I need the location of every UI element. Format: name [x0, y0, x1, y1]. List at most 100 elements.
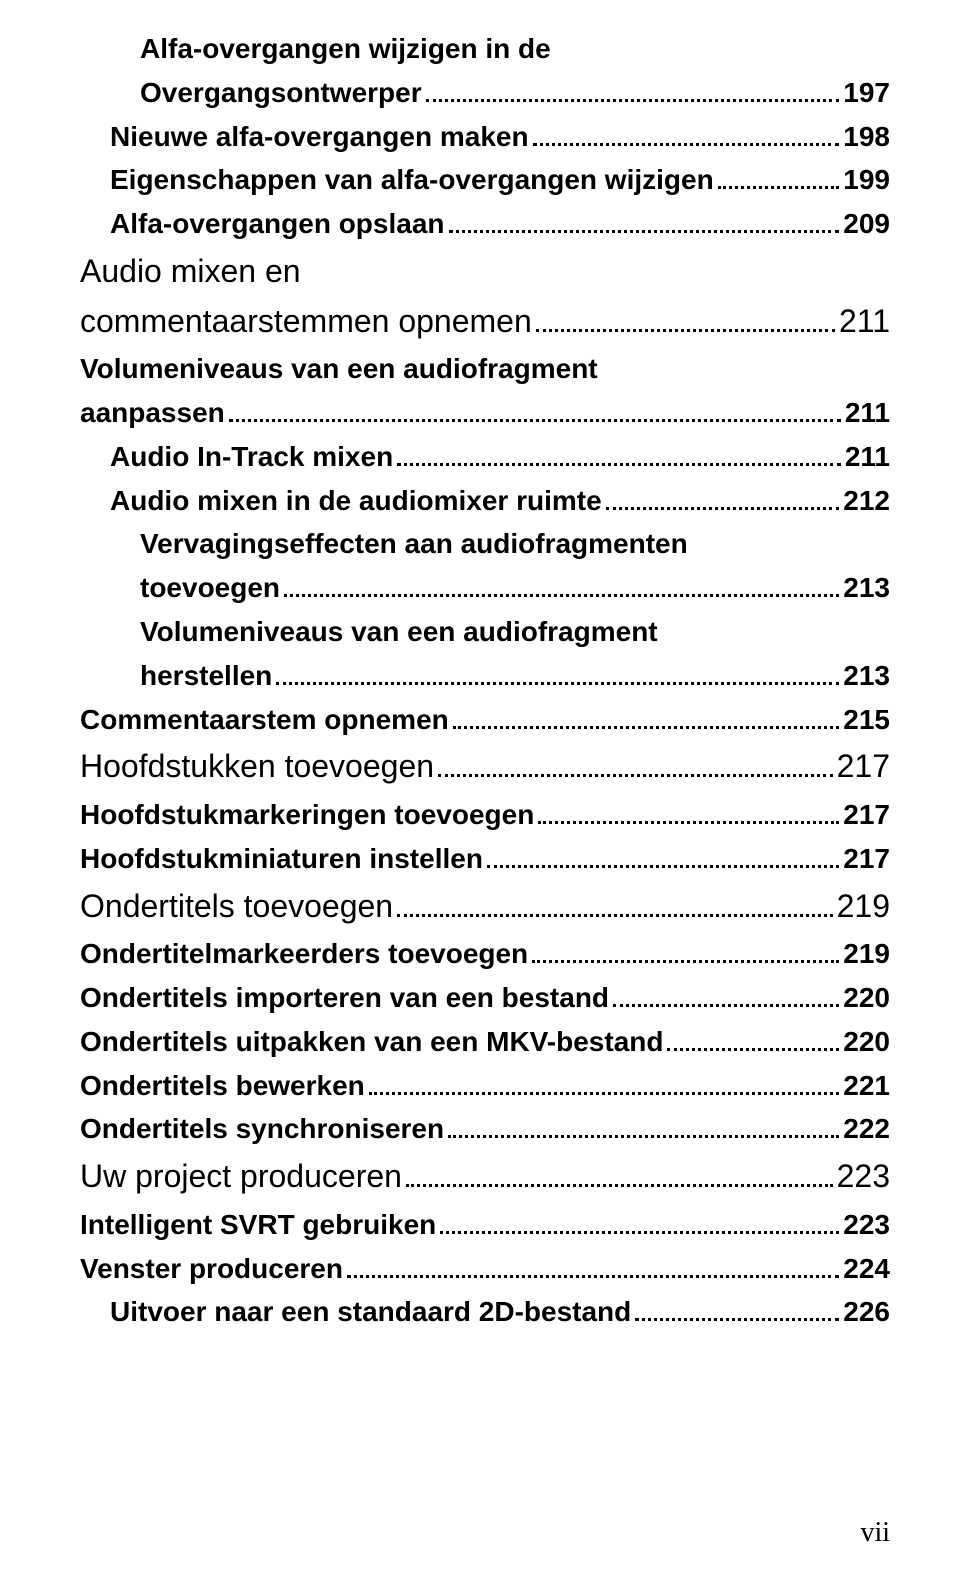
toc-leader — [276, 672, 839, 685]
toc-label: Uitvoer naar een standaard 2D-bestand — [110, 1293, 631, 1331]
toc-page: 223 — [837, 1156, 890, 1198]
toc-label: Alfa-overgangen opslaan — [110, 205, 445, 243]
toc-label: Ondertitels synchroniseren — [80, 1110, 444, 1148]
toc-label: Ondertitels uitpakken van een MKV-bestan… — [80, 1023, 663, 1061]
toc-label: Intelligent SVRT gebruiken — [80, 1206, 436, 1244]
toc-leader — [536, 319, 835, 332]
toc-page: 220 — [843, 1023, 890, 1061]
toc-page: 213 — [843, 569, 890, 607]
toc-page: 223 — [843, 1206, 890, 1244]
toc-entry: Audio In-Track mixen 211 — [80, 438, 890, 476]
toc-label: Hoofdstukmarkeringen toevoegen — [80, 796, 534, 834]
toc-label: Nieuwe alfa-overgangen maken — [110, 118, 529, 156]
toc-leader — [533, 133, 840, 146]
toc-entry: Alfa-overgangen wijzigen in de Overgangso… — [80, 30, 890, 112]
toc-label: aanpassen — [80, 394, 225, 432]
toc-label: Ondertitels toevoegen — [80, 886, 393, 928]
toc-label: Volumeniveaus van een audiofragment — [140, 613, 658, 651]
toc-label: Overgangsontwerper — [140, 74, 422, 112]
toc-label: Venster produceren — [80, 1250, 343, 1288]
toc-leader — [440, 1221, 839, 1234]
toc-label: Eigenschappen van alfa-overgangen wijzig… — [110, 161, 714, 199]
toc-entry: Volumeniveaus van een audiofragment herst… — [80, 613, 890, 695]
toc-leader — [347, 1265, 839, 1278]
toc-page: 199 — [843, 161, 890, 199]
toc-label: Commentaarstem opnemen — [80, 701, 449, 739]
toc-label: Ondertitelmarkeerders toevoegen — [80, 935, 528, 973]
toc-label: Audio mixen en — [80, 251, 301, 293]
toc-page: 222 — [843, 1110, 890, 1148]
toc-page: 217 — [843, 796, 890, 834]
toc-leader — [538, 811, 839, 824]
toc-leader — [284, 584, 839, 597]
toc-page: 198 — [843, 118, 890, 156]
toc-page: 211 — [845, 394, 890, 432]
toc-entry: Venster produceren 224 — [80, 1250, 890, 1288]
toc-label: toevoegen — [140, 569, 280, 607]
toc-entry: Audio mixen in de audiomixer ruimte 212 — [80, 482, 890, 520]
toc-label: Audio mixen in de audiomixer ruimte — [110, 482, 602, 520]
toc-leader — [397, 904, 833, 917]
toc-leader — [369, 1082, 840, 1095]
toc-label: Hoofdstukminiaturen instellen — [80, 840, 483, 878]
toc-leader — [667, 1038, 839, 1051]
toc-page: 224 — [843, 1250, 890, 1288]
toc-entry: Ondertitels toevoegen 219 — [80, 886, 890, 928]
toc-page: 217 — [837, 746, 890, 788]
toc-entry: Hoofdstukminiaturen instellen 217 — [80, 840, 890, 878]
toc-leader — [487, 855, 839, 868]
toc-label: Alfa-overgangen wijzigen in de — [140, 30, 551, 68]
toc-leader — [229, 409, 841, 422]
toc-page: 219 — [843, 935, 890, 973]
toc-page: 197 — [843, 74, 890, 112]
toc-page: 209 — [843, 205, 890, 243]
toc-entry: Audio mixen en commentaarstemmen opnemen 2… — [80, 251, 890, 342]
toc-leader — [406, 1174, 833, 1187]
toc-entry: Ondertitels bewerken 221 — [80, 1067, 890, 1105]
toc-leader — [438, 765, 833, 778]
toc-page: 215 — [843, 701, 890, 739]
toc-page: 221 — [843, 1067, 890, 1105]
toc-entry: Nieuwe alfa-overgangen maken 198 — [80, 118, 890, 156]
toc-label: Audio In-Track mixen — [110, 438, 393, 476]
toc-leader — [453, 716, 840, 729]
toc-label: Vervagingseffecten aan audiofragmenten — [140, 525, 688, 563]
toc-label: commentaarstemmen opnemen — [80, 301, 532, 343]
toc-entry: Commentaarstem opnemen 215 — [80, 701, 890, 739]
toc-leader — [426, 89, 840, 102]
toc-leader — [718, 177, 840, 190]
toc-page: 219 — [837, 886, 890, 928]
toc-leader — [397, 453, 841, 466]
toc-label: Volumeniveaus van een audiofragment — [80, 350, 598, 388]
toc-label: Ondertitels bewerken — [80, 1067, 365, 1105]
toc-leader — [449, 220, 840, 233]
toc-entry: Hoofdstukken toevoegen 217 — [80, 746, 890, 788]
toc-page: 212 — [843, 482, 890, 520]
toc-page: 217 — [843, 840, 890, 878]
toc-label: Hoofdstukken toevoegen — [80, 746, 434, 788]
toc-page: 211 — [845, 438, 890, 476]
toc-entry: Ondertitels uitpakken van een MKV-bestan… — [80, 1023, 890, 1061]
toc-entry: Hoofdstukmarkeringen toevoegen 217 — [80, 796, 890, 834]
toc-entry: Vervagingseffecten aan audiofragmenten to… — [80, 525, 890, 607]
toc-entry: Volumeniveaus van een audiofragment aanpa… — [80, 350, 890, 432]
toc-entry: Uw project produceren 223 — [80, 1156, 890, 1198]
toc-page: 213 — [843, 657, 890, 695]
toc-leader — [635, 1309, 839, 1322]
toc-leader — [606, 497, 840, 510]
toc-entry: Uitvoer naar een standaard 2D-bestand 226 — [80, 1293, 890, 1331]
toc-leader — [532, 950, 839, 963]
toc-page: 226 — [843, 1293, 890, 1331]
toc-entry: Intelligent SVRT gebruiken 223 — [80, 1206, 890, 1244]
toc-label: Ondertitels importeren van een bestand — [80, 979, 609, 1017]
toc-entry: Eigenschappen van alfa-overgangen wijzig… — [80, 161, 890, 199]
toc-entry: Alfa-overgangen opslaan 209 — [80, 205, 890, 243]
toc-page: 211 — [839, 301, 890, 343]
toc-leader — [448, 1126, 839, 1139]
toc-label: herstellen — [140, 657, 272, 695]
toc-label: Uw project produceren — [80, 1156, 402, 1198]
toc-page: 220 — [843, 979, 890, 1017]
toc-entry: Ondertitels synchroniseren 222 — [80, 1110, 890, 1148]
toc-entry: Ondertitels importeren van een bestand 22… — [80, 979, 890, 1017]
toc-entry: Ondertitelmarkeerders toevoegen 219 — [80, 935, 890, 973]
